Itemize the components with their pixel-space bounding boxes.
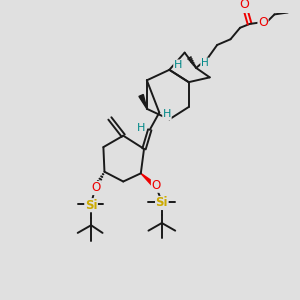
Text: H: H bbox=[163, 110, 171, 119]
Text: H: H bbox=[201, 58, 208, 68]
Text: O: O bbox=[258, 16, 268, 28]
Text: Si: Si bbox=[156, 196, 168, 209]
Text: Si: Si bbox=[85, 199, 97, 212]
Text: O: O bbox=[152, 179, 161, 192]
Polygon shape bbox=[139, 94, 147, 109]
Text: H: H bbox=[137, 123, 146, 133]
Text: O: O bbox=[91, 182, 101, 194]
Text: H: H bbox=[174, 60, 182, 70]
Polygon shape bbox=[141, 173, 158, 188]
Text: O: O bbox=[239, 0, 249, 11]
